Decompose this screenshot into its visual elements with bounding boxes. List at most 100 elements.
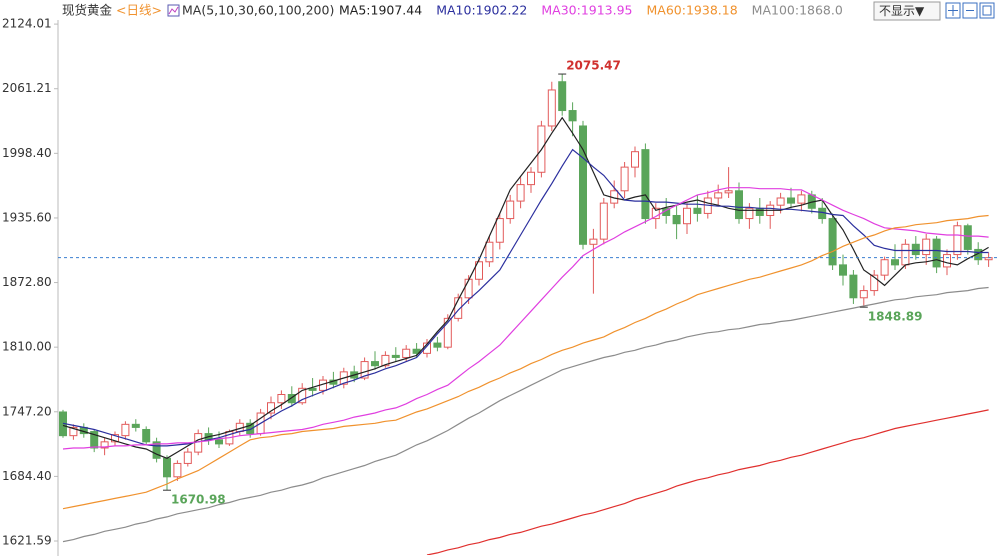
candle-body: [90, 431, 99, 449]
candle-body: [620, 166, 629, 192]
annotation: 2075.47: [566, 59, 621, 73]
y-tick-label: 2124.01: [2, 17, 52, 31]
candle-body: [724, 190, 733, 194]
candle-body: [506, 200, 515, 220]
candle-body: [485, 241, 494, 263]
legend-entry: MA5:1907.44: [339, 3, 422, 18]
candle-body: [142, 428, 151, 443]
tool-icon: [948, 5, 958, 16]
candle-body: [859, 290, 868, 299]
candle-body: [891, 259, 899, 266]
candle-body: [495, 218, 504, 243]
button[interactable]: 不显示▼: [879, 4, 925, 18]
ma-line: [426, 409, 989, 555]
candle-body: [267, 402, 275, 414]
indicator: MA(5,10,30,60,100,200): [182, 3, 334, 18]
candle-body: [121, 423, 130, 437]
candle-body: [475, 261, 483, 280]
candle-body: [651, 207, 660, 220]
annotation: 1670.98: [171, 493, 226, 507]
candle-body: [246, 422, 255, 435]
y-tick-label: 1998.40: [2, 146, 52, 160]
chart-title: 现货黄金: [62, 3, 113, 18]
candle-body: [454, 297, 463, 319]
candle-body: [839, 264, 847, 276]
candle-body: [371, 361, 379, 367]
candle-body: [714, 192, 723, 199]
candle-body: [641, 149, 650, 220]
candle-body: [298, 387, 307, 404]
candle-body: [776, 197, 785, 206]
candle-body: [672, 214, 681, 225]
candle-body: [527, 171, 535, 186]
candle-body: [880, 259, 889, 276]
ma-line: [62, 187, 989, 450]
y-tick-label: 1684.40: [2, 469, 52, 483]
y-tick-label: 2061.21: [2, 81, 52, 95]
candle-body: [797, 194, 806, 204]
legend-entry: MA30:1913.95: [541, 3, 632, 18]
indicator-icon-line: [168, 6, 179, 15]
candle-body: [547, 89, 556, 127]
y-tick-label: 1747.20: [2, 404, 52, 418]
plot-area: [59, 74, 993, 555]
candle-body: [911, 243, 920, 256]
candle-body: [100, 441, 109, 449]
ma-line: [62, 214, 989, 510]
candle-body: [381, 354, 390, 367]
ma-line: [62, 116, 989, 459]
candle-body: [402, 348, 411, 358]
candle-body: [745, 207, 754, 220]
candle-body: [152, 441, 161, 459]
tool-icon[interactable]: [962, 2, 978, 19]
candle-body: [963, 225, 972, 250]
y-tick-label: 1872.80: [2, 275, 52, 289]
candle-body: [849, 274, 858, 299]
candle-body: [287, 394, 296, 404]
ma-line: [62, 286, 989, 543]
candle-body: [69, 426, 78, 437]
tool-icon[interactable]: [979, 2, 995, 19]
candle-body: [163, 457, 171, 478]
y-tick-label: 1621.59: [2, 534, 52, 548]
candle-body: [391, 354, 400, 358]
candle-body: [215, 439, 223, 445]
candle-body: [589, 238, 598, 245]
candle-body: [943, 254, 951, 268]
y-tick-label: 1810.00: [2, 340, 52, 354]
legend: MA5:1907.44 MA10:1902.22 MA30:1913.95 MA60:…: [339, 3, 843, 18]
candle-body: [932, 238, 941, 268]
candle-body: [308, 387, 317, 391]
candle-body: [464, 278, 473, 299]
candle-body: [183, 451, 192, 464]
candle-body: [683, 207, 691, 225]
candle-body: [787, 197, 795, 204]
candle-body: [974, 248, 983, 261]
legend-entry: MA100:1868.0: [752, 3, 843, 18]
candle-body: [693, 207, 702, 214]
candle-body: [443, 317, 452, 348]
period[interactable]: <日线>: [116, 3, 162, 18]
candle-body: [755, 207, 764, 216]
candle-body: [277, 394, 286, 404]
candle-body: [901, 243, 910, 266]
ma-line: [62, 148, 989, 447]
candle-body: [922, 238, 931, 256]
legend-entry: MA60:1938.18: [647, 3, 738, 18]
tool-icon[interactable]: [945, 2, 961, 19]
y-tick-label: 1935.60: [2, 210, 52, 224]
candle-body: [828, 218, 837, 266]
button-frame[interactable]: [873, 1, 941, 21]
candle-body: [111, 434, 119, 443]
candle-body: [870, 274, 879, 292]
annotation: 1848.89: [868, 310, 923, 324]
candle-body: [131, 423, 140, 428]
candle-body: [173, 462, 182, 478]
toolbar[interactable]: [945, 2, 995, 19]
tool-icon: [982, 5, 992, 16]
candle-body: [599, 202, 608, 240]
legend-entry: MA10:1902.22: [436, 3, 527, 18]
candle-body: [953, 225, 962, 256]
candle-body: [735, 190, 743, 220]
